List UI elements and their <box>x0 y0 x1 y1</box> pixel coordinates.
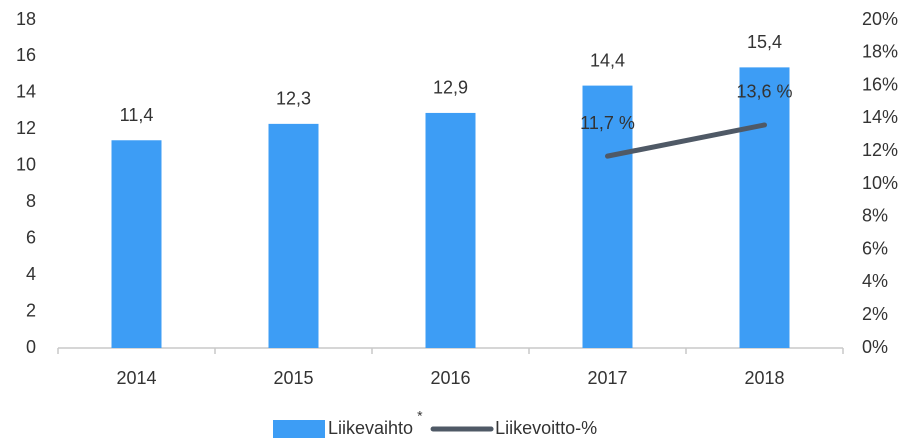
bar-value-label: 12,9 <box>433 78 468 98</box>
y2-tick-label: 6% <box>862 238 888 258</box>
y2-tick-label: 18% <box>862 42 898 62</box>
y2-tick-label: 20% <box>862 9 898 29</box>
line <box>605 122 767 159</box>
x-tick-label: 2015 <box>273 368 313 388</box>
x-tick-label: 2018 <box>744 368 784 388</box>
line-value-label: 13,6 % <box>736 82 792 102</box>
bar-value-label: 12,3 <box>276 89 311 109</box>
x-tick-label: 2014 <box>116 368 156 388</box>
y-tick-label: 8 <box>26 191 36 211</box>
x-tick-label: 2017 <box>587 368 627 388</box>
legend-label: Liikevoitto-% <box>495 418 597 438</box>
y2-tick-label: 16% <box>862 74 898 94</box>
legend-swatch <box>273 420 325 438</box>
bar <box>739 67 790 348</box>
bar-value-label: 14,4 <box>590 50 625 70</box>
y-tick-label: 6 <box>26 227 36 247</box>
bar-value-label: 11,4 <box>120 105 154 125</box>
y2-tick-label: 10% <box>862 173 898 193</box>
y-tick-label: 0 <box>26 337 36 357</box>
bar <box>111 140 162 348</box>
y-tick-label: 10 <box>16 155 36 175</box>
x-tick-label: 2016 <box>430 368 470 388</box>
y2-tick-label: 0% <box>862 337 888 357</box>
bar <box>582 85 633 348</box>
y-tick-label: 4 <box>26 264 36 284</box>
bar <box>425 112 476 348</box>
y2-tick-label: 2% <box>862 304 888 324</box>
line-value-label: 11,7 % <box>580 113 635 133</box>
y-tick-label: 2 <box>26 300 36 320</box>
y2-tick-label: 12% <box>862 140 898 160</box>
legend-note: * <box>417 408 423 424</box>
bar <box>268 123 319 348</box>
legend-label: Liikevaihto <box>328 418 413 438</box>
y-tick-label: 12 <box>16 118 36 138</box>
bar-value-label: 15,4 <box>747 32 782 52</box>
y2-tick-label: 4% <box>862 271 888 291</box>
y-tick-label: 16 <box>16 45 36 65</box>
y-tick-label: 18 <box>16 9 36 29</box>
y2-tick-label: 14% <box>862 107 898 127</box>
y-tick-label: 14 <box>16 82 36 102</box>
y2-tick-label: 8% <box>862 206 888 226</box>
